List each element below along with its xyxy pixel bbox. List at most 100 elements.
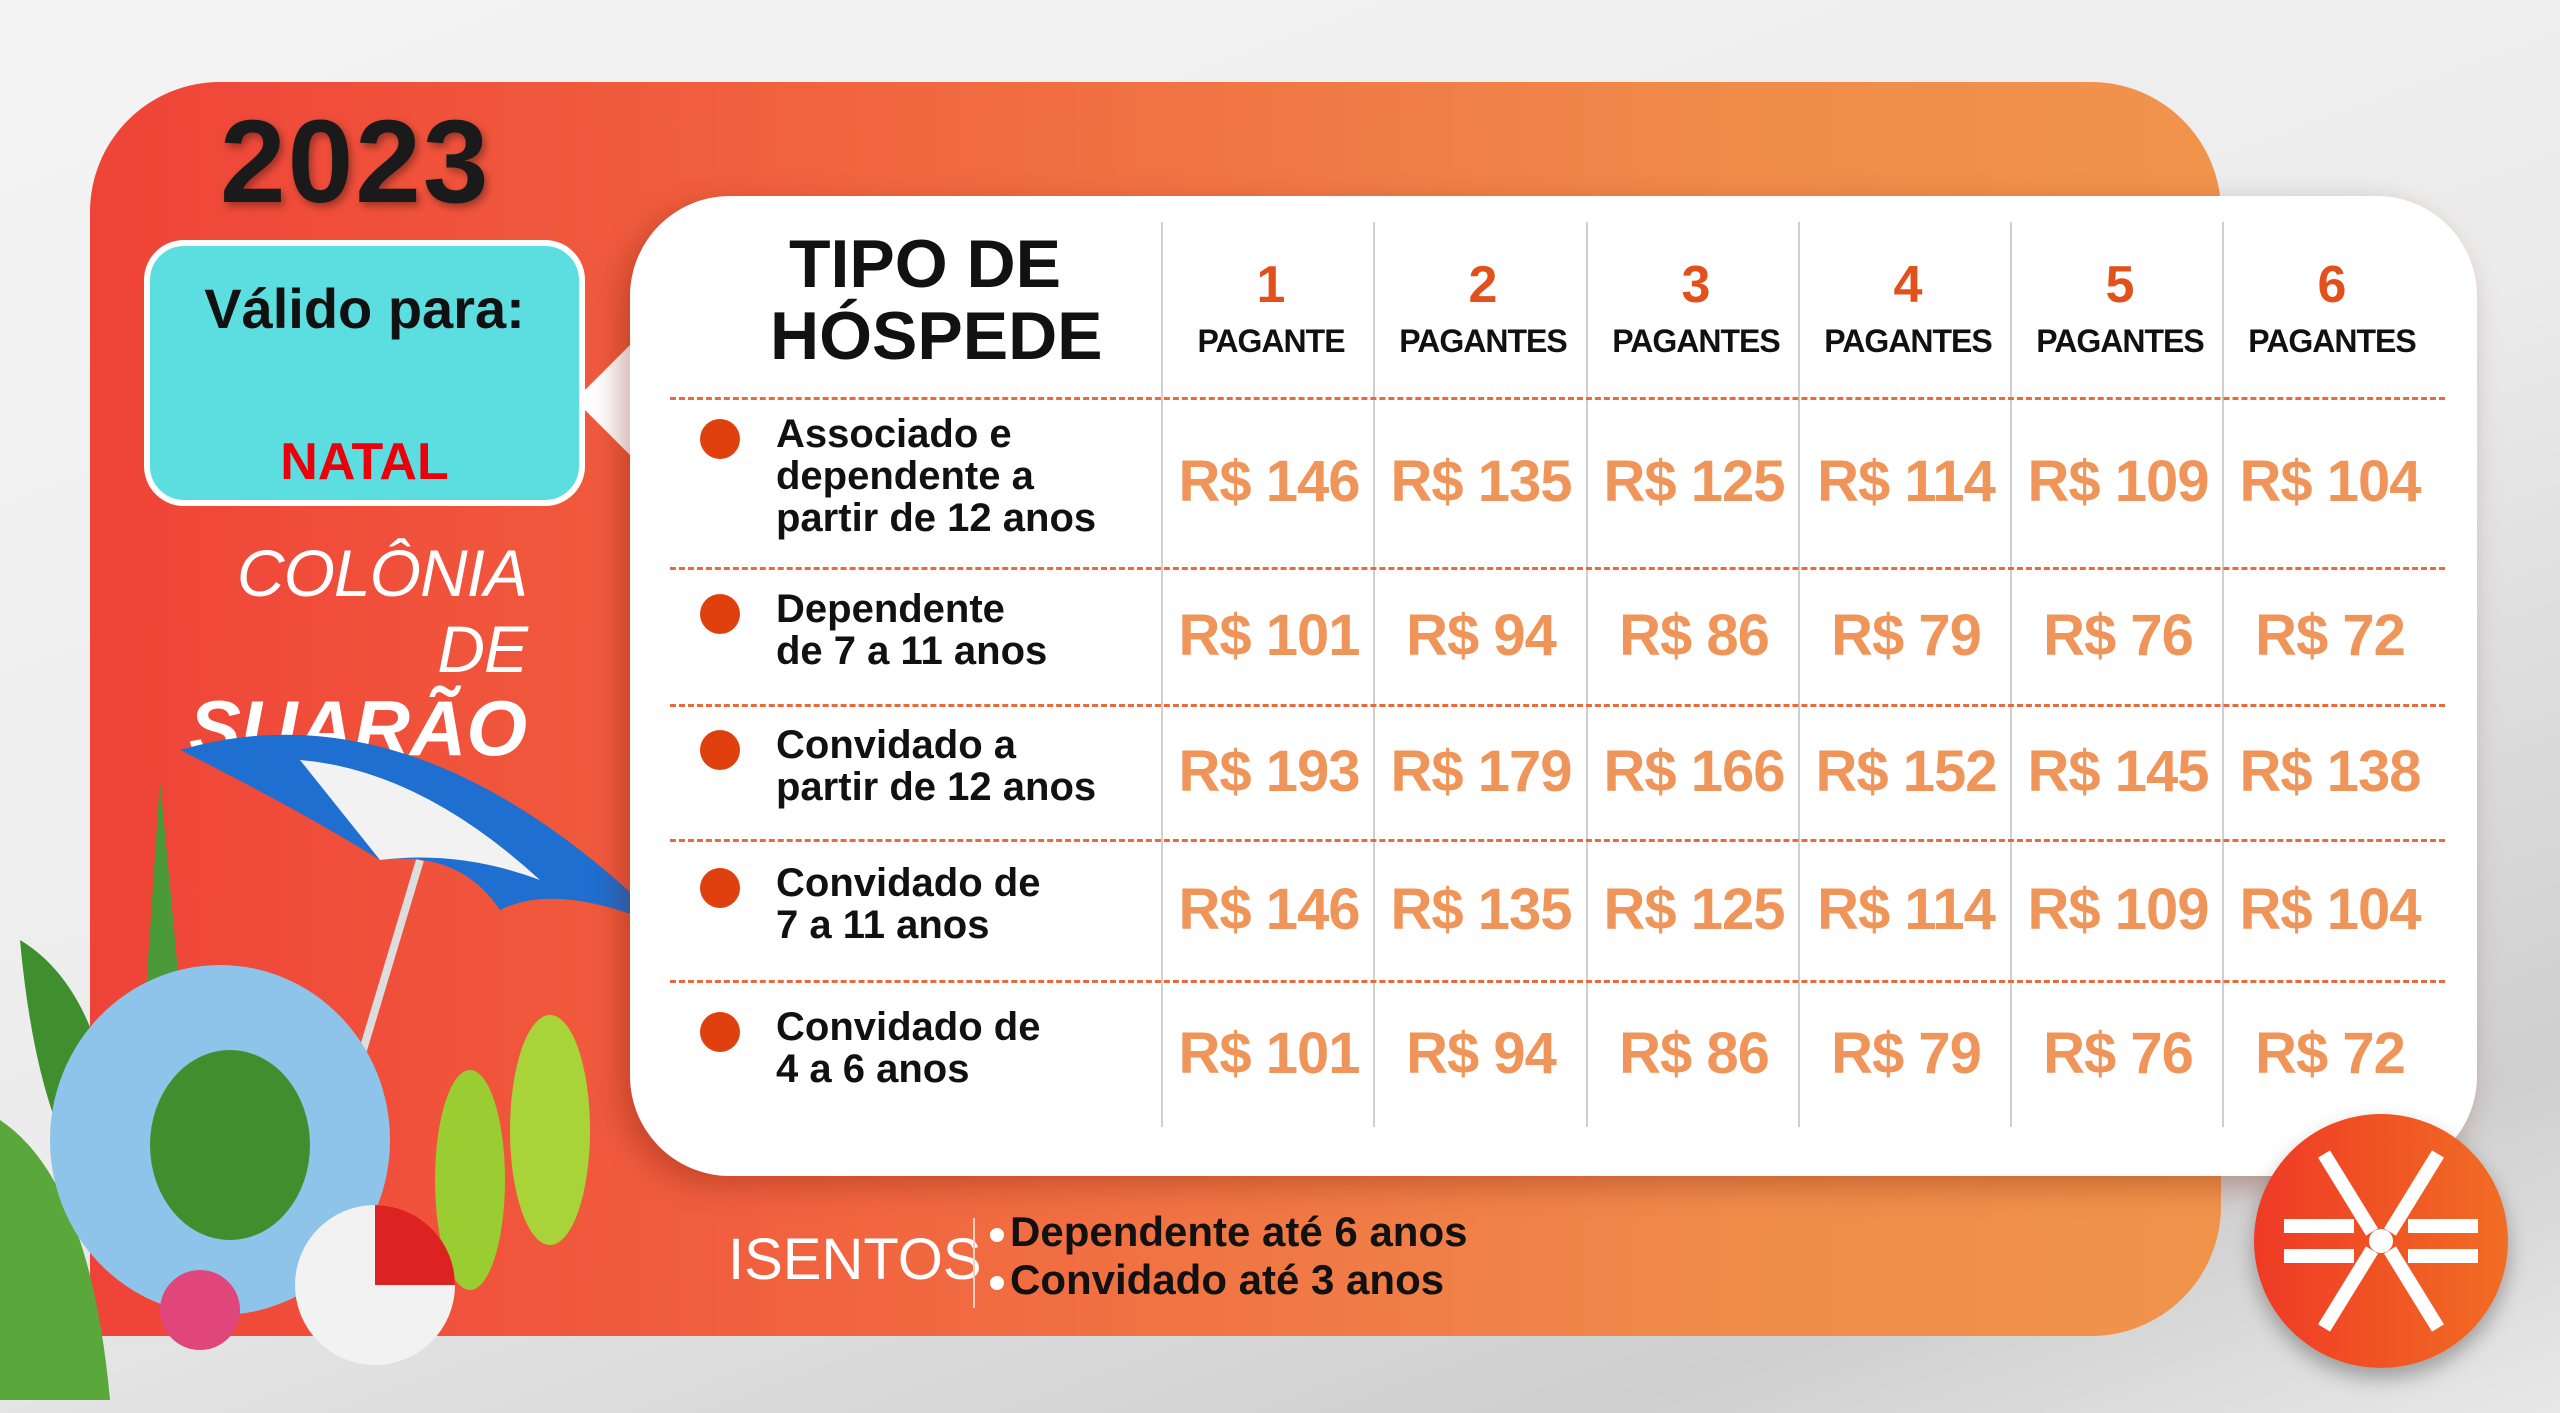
valid-for-label: Válido para: <box>204 277 525 340</box>
price-cell: R$ 146 <box>1178 449 1360 514</box>
guest-type-label: Convidado de 4 a 6 anos <box>776 1006 1040 1090</box>
row-separator <box>670 839 2445 842</box>
label-line: 4 a 6 anos <box>776 1046 970 1091</box>
valid-for-value: NATAL <box>280 433 449 491</box>
exempt-divider <box>973 1218 975 1308</box>
price-cell: R$ 146 <box>1178 876 1360 942</box>
guest-type-label: Associado e dependente a partir de 12 anos <box>776 413 1096 539</box>
price-cell: R$ 114 <box>1817 449 1996 514</box>
guest-type-label: Convidado a partir de 12 anos <box>776 724 1096 808</box>
bullet-icon <box>990 1227 1004 1242</box>
label-line: Associado e <box>776 412 1012 456</box>
label-line: partir de 12 anos <box>776 496 1097 540</box>
column-number: 1 <box>1256 256 1286 314</box>
price-cell: R$ 76 <box>2043 1020 2194 1086</box>
column-divider <box>1161 222 1163 1127</box>
row-separator <box>670 980 2445 983</box>
price-cell: R$ 101 <box>1178 602 1360 668</box>
sesc-logo-icon <box>2254 1114 2508 1368</box>
row-separator <box>670 567 2445 570</box>
price-cell: R$ 79 <box>1831 1020 1982 1086</box>
exempt-item-text: Dependente até 6 anos <box>1010 1208 1468 1255</box>
header-line1: TIPO DE <box>788 226 1062 302</box>
guest-type-label: Dependente de 7 a 11 anos <box>776 588 1047 672</box>
price-cell: R$ 76 <box>2043 602 2194 668</box>
column-header-1: 1 PAGANTE <box>1165 255 1377 360</box>
price-cell: R$ 125 <box>1603 449 1785 514</box>
column-label: PAGANTES <box>1824 323 1992 359</box>
guest-type-label: Convidado de 7 a 11 anos <box>776 862 1040 946</box>
price-cell: R$ 179 <box>1390 738 1572 804</box>
column-divider <box>1373 222 1375 1127</box>
price-cell: R$ 79 <box>1831 602 1982 668</box>
column-label: PAGANTES <box>1399 323 1567 359</box>
table-row: Convidado a partir de 12 anos R$ 193 R$ 179… <box>670 704 2445 839</box>
column-divider <box>1798 222 1800 1127</box>
header-line2: HÓSPEDE <box>770 298 1103 374</box>
column-label: PAGANTES <box>2036 323 2204 359</box>
exempt-item: Convidado até 3 anos <box>990 1256 1444 1304</box>
column-header-2: 2 PAGANTES <box>1377 255 1589 360</box>
label-line: 7 a 11 anos <box>776 902 990 947</box>
price-cell: R$ 135 <box>1390 876 1572 942</box>
column-number: 2 <box>1468 256 1498 314</box>
label-line: dependente a <box>776 454 1034 498</box>
label-line: de 7 a 11 anos <box>776 628 1048 673</box>
table-row: Convidado de 7 a 11 anos R$ 146 R$ 135 R$ 12… <box>670 839 2445 980</box>
price-cell: R$ 104 <box>2239 876 2421 942</box>
column-header-5: 5 PAGANTES <box>2014 255 2226 360</box>
valid-for-box: Válido para: NATAL <box>144 240 585 506</box>
column-number: 6 <box>2317 256 2347 314</box>
column-number: 5 <box>2105 256 2135 314</box>
column-number: 4 <box>1893 256 1923 314</box>
guest-type-header: TIPO DE HÓSPEDE <box>770 226 1103 374</box>
price-cell: R$ 72 <box>2255 1020 2406 1086</box>
table-row: Convidado de 4 a 6 anos R$ 101 R$ 94 R$ 86 R$… <box>670 980 2445 1127</box>
bullet-icon <box>990 1275 1004 1290</box>
price-cell: R$ 166 <box>1603 738 1785 804</box>
price-cell: R$ 114 <box>1817 876 1996 942</box>
price-cell: R$ 135 <box>1390 449 1572 514</box>
exempt-item-text: Convidado até 3 anos <box>1010 1256 1445 1303</box>
price-cell: R$ 86 <box>1619 602 1770 668</box>
price-cell: R$ 94 <box>1406 1020 1557 1086</box>
price-cell: R$ 193 <box>1178 738 1360 804</box>
year-title: 2023 <box>220 96 491 228</box>
bullet-icon <box>700 1011 740 1052</box>
column-label: PAGANTES <box>2248 323 2416 359</box>
label-line: Dependente <box>776 586 1005 631</box>
price-cell: R$ 109 <box>2027 876 2209 942</box>
table-row: Associado e dependente a partir de 12 anos… <box>670 397 2445 567</box>
bullet-icon <box>700 593 740 634</box>
brand-line1: COLÔNIA DE <box>236 536 528 686</box>
bullet-icon <box>700 729 740 770</box>
price-table-card <box>630 196 2477 1176</box>
label-line: Convidado de <box>776 1004 1041 1049</box>
price-cell: R$ 104 <box>2239 449 2421 514</box>
label-line: partir de 12 anos <box>776 764 1097 809</box>
price-cell: R$ 138 <box>2239 738 2421 804</box>
table-row: Dependente de 7 a 11 anos R$ 101 R$ 94 R$ 86… <box>670 567 2445 704</box>
price-cell: R$ 152 <box>1815 738 1997 804</box>
row-separator <box>670 397 2445 400</box>
column-divider <box>2010 222 2012 1127</box>
column-label: PAGANTE <box>1197 323 1345 359</box>
column-header-4: 4 PAGANTES <box>1802 255 2014 360</box>
column-divider <box>2222 222 2224 1127</box>
column-header-6: 6 PAGANTES <box>2226 255 2438 360</box>
column-header-3: 3 PAGANTES <box>1590 255 1802 360</box>
bullet-icon <box>700 867 740 908</box>
price-cell: R$ 86 <box>1619 1020 1770 1086</box>
label-line: Convidado de <box>776 860 1041 905</box>
bullet-icon <box>700 419 740 459</box>
price-cell: R$ 125 <box>1603 876 1785 942</box>
label-line: Convidado a <box>776 722 1017 767</box>
price-cell: R$ 145 <box>2027 738 2209 804</box>
column-divider <box>1586 222 1588 1127</box>
price-cell: R$ 101 <box>1178 1020 1360 1086</box>
price-cell: R$ 109 <box>2027 449 2209 514</box>
exempt-title: ISENTOS <box>728 1227 982 1292</box>
exempt-item: Dependente até 6 anos <box>990 1208 1467 1256</box>
column-label: PAGANTES <box>1612 323 1780 359</box>
beach-decoration-icon <box>0 734 670 1400</box>
